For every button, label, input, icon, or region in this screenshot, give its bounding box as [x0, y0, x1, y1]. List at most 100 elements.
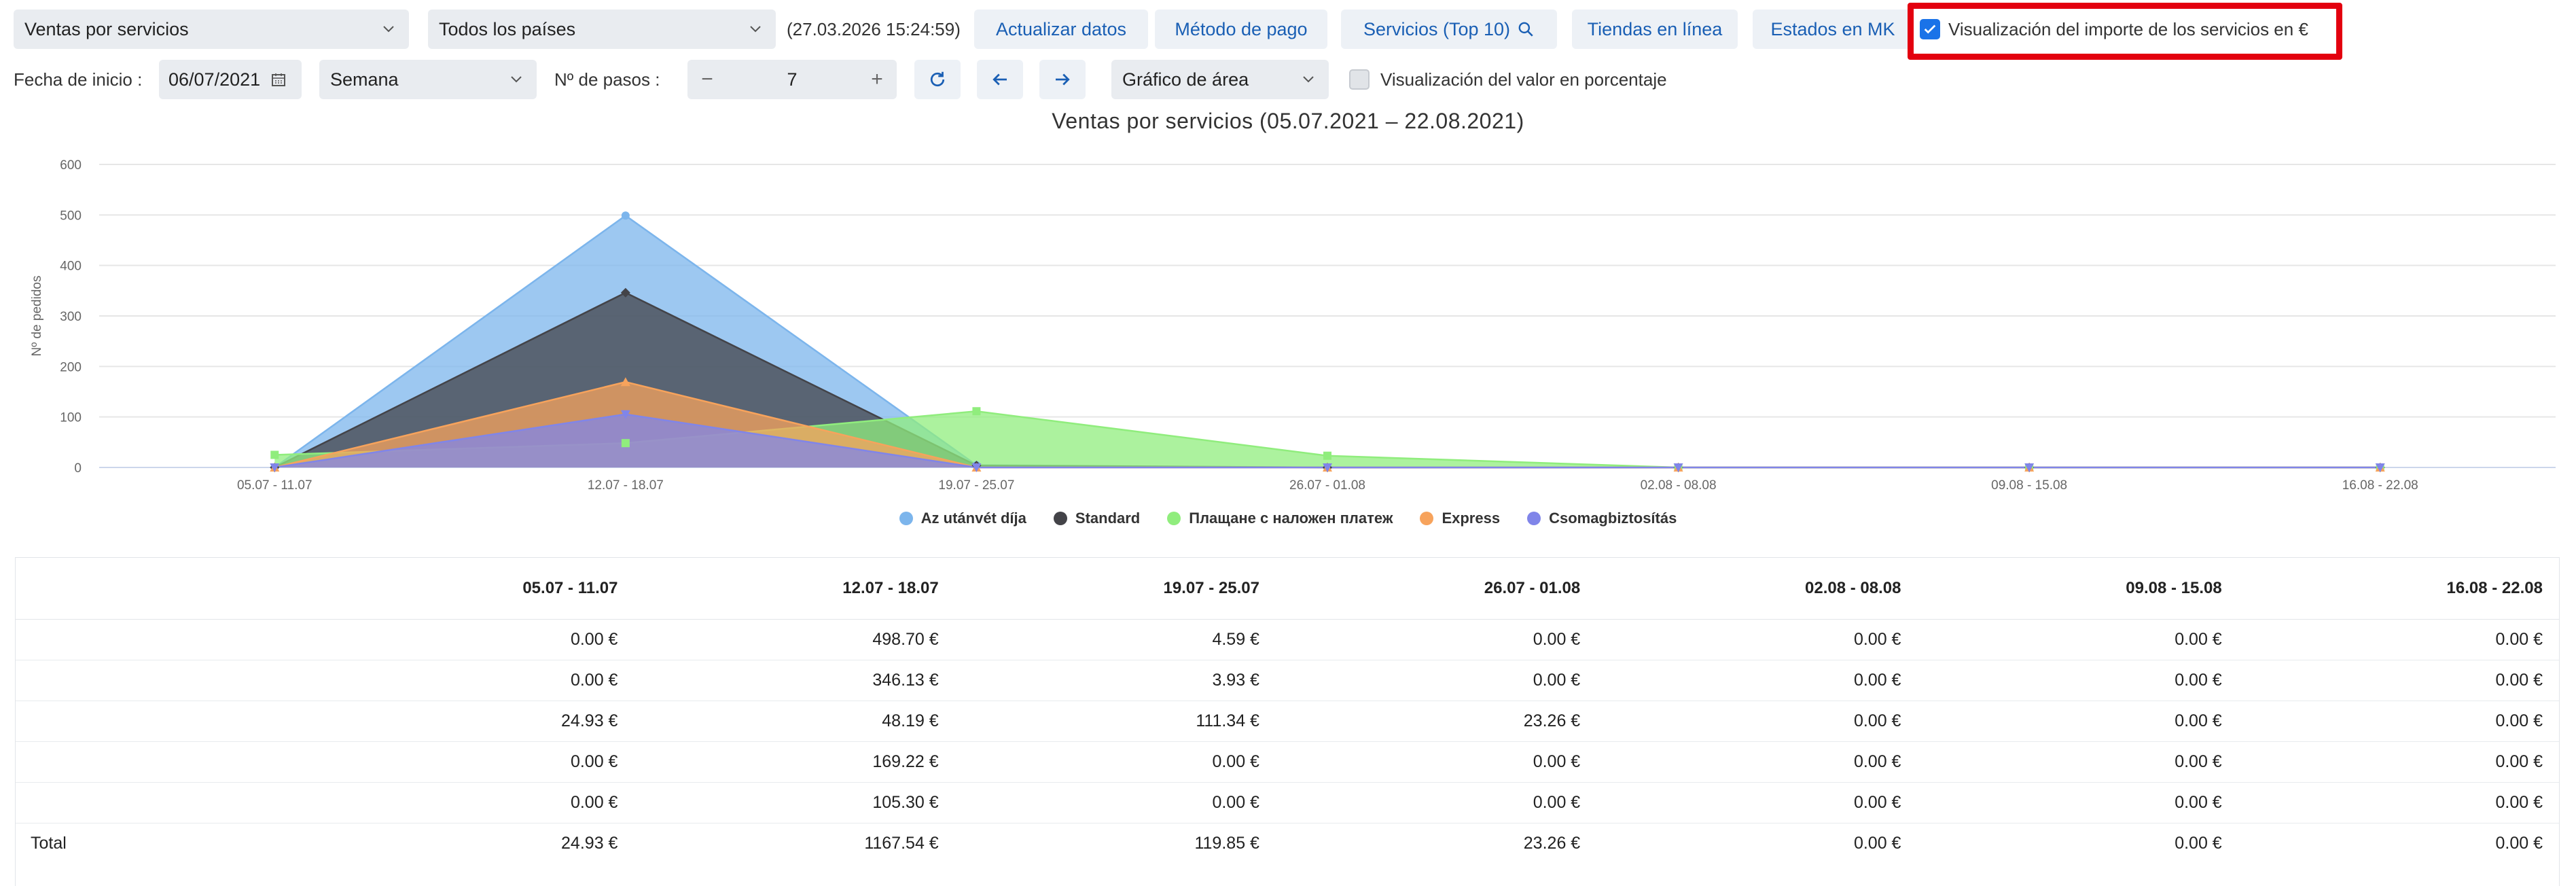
total-row: Total 24.93 € 1167.54 € 119.85 € 23.26 € 0.00… — [16, 823, 2559, 864]
value-cell: 0.00 € — [1275, 660, 1597, 701]
services-top10-button[interactable]: Servicios (Top 10) — [1341, 10, 1557, 49]
mk-states-button[interactable]: Estados en MK — [1753, 10, 1913, 49]
filter-controls: Fecha de inicio : 06/07/2021 Semana Nº d… — [14, 60, 2568, 99]
value-cell: 23.26 € — [1523, 834, 1581, 853]
services-top10-label: Servicios (Top 10) — [1363, 18, 1511, 39]
amount-eur-checkbox[interactable] — [1920, 19, 1940, 39]
y-tick-label: 300 — [60, 310, 82, 324]
value-cell: 0.00 € — [2238, 782, 2559, 823]
data-point — [270, 463, 280, 472]
value-cell: 0.00 € — [2238, 701, 2559, 742]
value-cell: 48.19 € — [634, 701, 955, 742]
data-point — [620, 410, 630, 419]
y-axis-title: Nº de pedidos — [30, 276, 44, 357]
area-chart: 0 100 200 300 400 500 600 Nº de pedidos 05.07 - … — [30, 158, 2556, 493]
report-select[interactable]: Ventas por servicios — [14, 10, 409, 49]
x-tick-label: 26.07 - 01.08 — [1289, 478, 1365, 493]
y-tick-label: 600 — [60, 158, 82, 173]
data-point — [621, 211, 630, 220]
data-point — [971, 463, 982, 472]
value-cell: 24.93 € — [561, 834, 618, 853]
country-select-value: Todos los países — [439, 18, 576, 39]
legend-label: Csomagbiztosítás — [1549, 510, 1677, 527]
start-date-label: Fecha de inicio : — [14, 69, 143, 90]
value-cell: 0.00 € — [1596, 619, 1918, 660]
reload-button[interactable] — [914, 60, 961, 99]
increment-button[interactable]: + — [871, 68, 883, 90]
legend-item[interactable]: Csomagbiztosítás — [1527, 510, 1677, 527]
refresh-data-button[interactable]: Actualizar datos — [974, 10, 1148, 49]
value-cell: 0.00 € — [954, 782, 1276, 823]
value-cell: 0.00 € — [1917, 782, 2238, 823]
value-cell: 169.22 € — [634, 741, 955, 783]
data-point — [1323, 463, 1332, 472]
percentage-checkbox[interactable] — [1349, 69, 1370, 90]
data-point — [621, 439, 630, 448]
row-label-cell — [16, 660, 316, 701]
amount-eur-toggle[interactable]: Visualización del importe de los servici… — [1920, 10, 2341, 49]
percentage-label: Visualización del valor en porcentaje — [1380, 69, 1667, 90]
legend-item[interactable]: Express — [1420, 510, 1500, 527]
x-tick-label: 19.07 - 25.07 — [938, 478, 1014, 493]
value-cell: 24.93 € — [316, 701, 634, 742]
checkmark-icon — [1924, 24, 1936, 34]
value-cell: 0.00 € — [954, 741, 1276, 783]
legend-item[interactable]: Standard — [1053, 510, 1141, 527]
value-cell: 0.00 € — [1596, 782, 1918, 823]
top-toolbar: Ventas por servicios Todos los países (2… — [14, 10, 2568, 49]
legend-item[interactable]: Az utánvét díja — [899, 510, 1026, 527]
chart-type-select[interactable]: Gráfico de área — [1111, 60, 1329, 99]
column-header: 05.07 - 11.07 — [316, 558, 634, 620]
data-point — [972, 407, 981, 416]
steps-value[interactable]: 7 — [787, 69, 798, 90]
value-cell: 4.59 € — [954, 619, 1276, 660]
payment-method-button[interactable]: Método de pago — [1155, 10, 1327, 49]
next-period-button[interactable] — [1039, 60, 1086, 99]
chart-legend: Az utánvét díja Standard Плащане с наложен… — [0, 510, 2576, 527]
x-tick-label: 09.08 - 15.08 — [1991, 478, 2067, 493]
series-area — [274, 414, 2380, 467]
country-select[interactable]: Todos los países — [428, 10, 776, 49]
calendar-icon — [272, 73, 285, 86]
start-date-input[interactable]: 06/07/2021 — [159, 60, 302, 99]
legend-label: Az utánvét díja — [920, 510, 1026, 527]
x-tick-label: 02.08 - 08.08 — [1641, 478, 1717, 493]
value-cell: 0.00 € — [1917, 619, 2238, 660]
table-body: 0.00 €498.70 €4.59 €0.00 €0.00 €0.00 €0.… — [16, 619, 2559, 864]
column-header: 16.08 - 22.08 — [2238, 558, 2559, 620]
y-tick-label: 400 — [60, 260, 82, 274]
arrow-left-icon — [992, 73, 1007, 86]
steps-stepper[interactable]: − 7 + — [687, 60, 897, 99]
legend-label: Плащане с наложен платеж — [1189, 510, 1393, 527]
legend-label: Standard — [1075, 510, 1141, 527]
row-label-cell — [16, 741, 316, 783]
data-point — [620, 377, 630, 387]
value-cell: 23.26 € — [1275, 701, 1597, 742]
value-cell: 498.70 € — [634, 619, 955, 660]
online-stores-button[interactable]: Tiendas en línea — [1572, 10, 1738, 49]
chevron-down-icon — [750, 26, 761, 33]
chevron-down-icon — [383, 26, 394, 33]
table-row: 0.00 €105.30 €0.00 €0.00 €0.00 €0.00 €0.… — [16, 782, 2559, 823]
report-select-value: Ventas por servicios — [24, 18, 189, 39]
legend-marker — [1053, 512, 1067, 525]
data-point — [2375, 463, 2385, 472]
value-cell: 0.00 € — [1917, 701, 2238, 742]
decrement-button[interactable]: − — [701, 68, 713, 90]
search-icon — [1518, 22, 1533, 37]
value-cell: 0.00 € — [2238, 619, 2559, 660]
legend-item[interactable]: Плащане с наложен платеж — [1167, 510, 1393, 527]
previous-period-button[interactable] — [977, 60, 1023, 99]
column-header: 12.07 - 18.07 — [634, 558, 955, 620]
legend-label: Express — [1442, 510, 1501, 527]
steps-label: Nº de pasos : — [554, 69, 660, 90]
percentage-toggle[interactable]: Visualización del valor en porcentaje — [1349, 60, 1730, 99]
period-select[interactable]: Semana — [319, 60, 537, 99]
value-cell: 0.00 € — [2175, 834, 2222, 853]
data-point — [2024, 463, 2035, 472]
x-tick-label: 12.07 - 18.07 — [588, 478, 664, 493]
header-label-cell — [16, 558, 316, 620]
series-area — [274, 292, 2380, 467]
value-cell: 0.00 € — [316, 741, 634, 783]
